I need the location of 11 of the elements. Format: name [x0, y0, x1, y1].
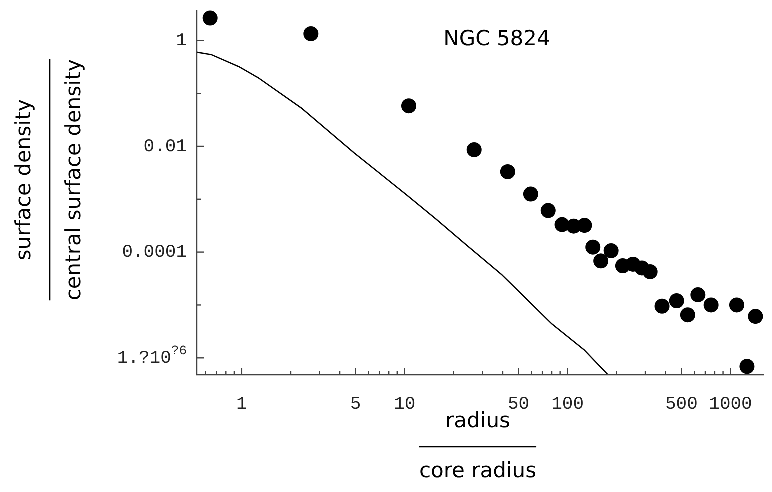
y-tick-label: 0.01	[144, 137, 188, 158]
x-tick-label: 10	[394, 395, 416, 415]
y-tick-label: 0.0001	[122, 243, 187, 264]
text: surface density central surface density	[11, 59, 86, 301]
x-tick-label: 500	[665, 395, 698, 415]
x-tick-label: 5	[350, 395, 362, 415]
y-tick-label: 1	[176, 31, 188, 52]
x-tick-label: 1000	[709, 395, 752, 415]
x-tick-label: 1	[236, 395, 248, 415]
x-tick-label: 100	[552, 395, 584, 415]
text: NGC 5824	[444, 26, 550, 50]
